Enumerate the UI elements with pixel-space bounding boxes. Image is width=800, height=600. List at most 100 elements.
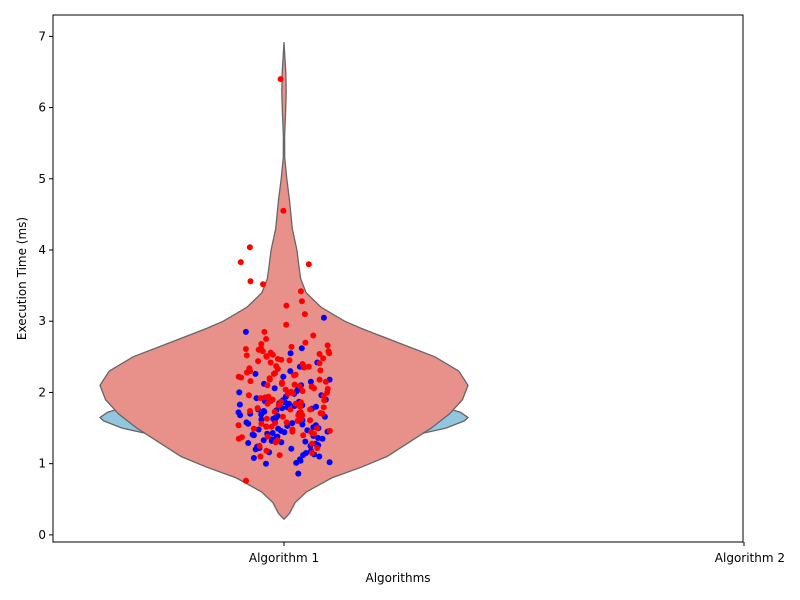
- data-point-series-2: [264, 382, 271, 389]
- data-point-series-2: [292, 400, 299, 407]
- data-point-series-2: [305, 261, 312, 268]
- data-point-series-2: [289, 428, 296, 435]
- y-tick-label: 4: [38, 243, 46, 257]
- data-point-series-1: [298, 345, 305, 352]
- data-point-series-2: [272, 370, 278, 377]
- data-point-series-2: [246, 244, 253, 251]
- data-point-series-2: [274, 437, 281, 444]
- data-point-series-1: [280, 373, 287, 380]
- data-point-series-2: [271, 408, 278, 415]
- data-point-series-1: [307, 378, 314, 385]
- data-point-series-2: [280, 207, 287, 214]
- data-point-series-2: [247, 408, 253, 414]
- data-point-series-2: [250, 425, 257, 432]
- data-point-series-2: [256, 442, 263, 449]
- data-point-series-1: [320, 314, 327, 321]
- data-point-series-1: [250, 455, 257, 461]
- y-axis: 0 1 2 3 4 5 6 7: [38, 29, 53, 542]
- data-point-series-1: [260, 408, 267, 414]
- data-point-series-2: [309, 440, 315, 447]
- y-tick-label: 0: [38, 528, 46, 542]
- data-point-series-2: [264, 433, 271, 440]
- data-point-series-2: [283, 302, 290, 309]
- data-point-series-2: [278, 398, 284, 405]
- data-point-series-2: [301, 311, 308, 318]
- data-point-series-2: [263, 336, 270, 342]
- data-point-series-2: [326, 427, 333, 434]
- data-point-series-2: [238, 374, 244, 381]
- data-point-series-1: [326, 459, 333, 466]
- data-point-series-2: [302, 339, 309, 346]
- data-point-series-1: [235, 409, 242, 416]
- data-point-series-2: [320, 404, 327, 411]
- data-point-series-2: [259, 348, 266, 355]
- data-point-series-2: [246, 365, 253, 372]
- data-point-series-2: [287, 406, 294, 413]
- data-point-series-1: [313, 403, 319, 410]
- x-axis-label: Algorithms: [365, 571, 430, 585]
- data-point-series-2: [309, 450, 315, 456]
- data-point-series-2: [317, 367, 324, 374]
- data-point-series-2: [290, 390, 297, 397]
- data-point-series-1: [296, 456, 303, 463]
- data-point-series-2: [243, 352, 250, 359]
- data-point-series-2: [324, 385, 331, 392]
- data-point-series-2: [276, 452, 283, 459]
- data-point-series-2: [299, 388, 306, 394]
- data-point-series-1: [316, 453, 323, 460]
- data-point-series-2: [282, 386, 289, 393]
- data-point-series-1: [236, 401, 243, 408]
- data-point-series-2: [298, 399, 304, 406]
- data-point-series-2: [266, 376, 273, 383]
- points-layer: [235, 76, 333, 484]
- data-point-series-1: [288, 445, 295, 452]
- data-point-series-2: [301, 364, 307, 371]
- data-point-series-2: [305, 363, 312, 370]
- data-point-series-1: [275, 425, 282, 432]
- data-point-series-2: [269, 351, 276, 358]
- data-point-series-2: [247, 378, 254, 385]
- data-point-series-1: [258, 416, 265, 423]
- data-point-series-2: [258, 341, 265, 347]
- x-tick-label: Algorithm 1: [249, 551, 319, 565]
- data-point-series-2: [258, 420, 265, 427]
- data-point-series-2: [299, 412, 306, 419]
- data-point-series-2: [272, 420, 279, 427]
- data-point-series-2: [314, 425, 321, 432]
- data-point-series-2: [308, 383, 315, 390]
- data-point-series-2: [292, 371, 299, 378]
- y-axis-label: Execution Time (ms): [15, 217, 29, 340]
- data-point-series-2: [316, 351, 323, 357]
- data-point-series-1: [236, 389, 243, 396]
- data-point-series-2: [316, 376, 323, 383]
- data-point-series-1: [319, 435, 326, 442]
- data-point-series-2: [324, 342, 331, 349]
- data-point-series-2: [300, 432, 307, 439]
- data-point-series-2: [283, 321, 290, 328]
- data-point-series-2: [296, 383, 303, 389]
- data-point-series-2: [326, 350, 333, 357]
- data-point-series-2: [261, 328, 268, 335]
- data-point-series-2: [263, 423, 270, 430]
- data-point-series-2: [314, 445, 321, 451]
- data-point-series-2: [263, 353, 270, 360]
- data-point-series-2: [243, 477, 249, 484]
- data-point-series-2: [242, 346, 249, 352]
- data-point-series-2: [267, 359, 274, 366]
- data-point-series-2: [237, 259, 244, 266]
- data-point-series-2: [274, 356, 281, 362]
- data-point-series-1: [255, 426, 262, 433]
- y-tick-label: 3: [38, 314, 46, 328]
- data-point-series-1: [245, 440, 252, 446]
- data-point-series-1: [243, 419, 250, 426]
- data-point-series-1: [253, 395, 260, 402]
- data-point-series-2: [238, 434, 245, 441]
- data-point-series-2: [255, 358, 262, 365]
- data-point-series-2: [297, 288, 304, 295]
- data-point-series-2: [279, 379, 285, 386]
- data-point-series-1: [242, 328, 249, 335]
- data-point-series-1: [303, 450, 309, 456]
- data-point-series-1: [271, 385, 278, 392]
